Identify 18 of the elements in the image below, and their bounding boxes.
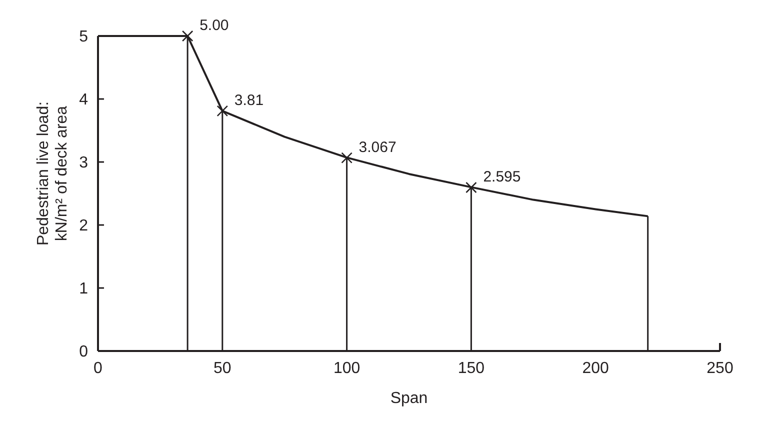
x-tick-label: 0 bbox=[94, 360, 103, 377]
x-axis-title: Span bbox=[390, 390, 428, 407]
x-tick-label: 250 bbox=[706, 360, 734, 377]
x-tick-label: 150 bbox=[458, 360, 485, 377]
x-tick-label: 100 bbox=[333, 360, 360, 377]
y-tick-label: 1 bbox=[79, 280, 88, 298]
y-tick-label: 3 bbox=[79, 154, 88, 172]
data-label: 3.067 bbox=[358, 138, 396, 156]
x-tick-label: 200 bbox=[582, 360, 610, 377]
data-label: 5.00 bbox=[200, 17, 229, 34]
y-tick-label: 5 bbox=[79, 28, 88, 46]
data-label: 3.81 bbox=[234, 92, 264, 109]
data-label: 2.595 bbox=[483, 168, 521, 186]
y-tick-label: 2 bbox=[79, 218, 88, 235]
x-tick-label: 50 bbox=[214, 360, 232, 377]
y-axis-title: Pedestrian live load: kN/m² of deck area bbox=[35, 101, 70, 246]
y-tick-label: 4 bbox=[79, 92, 88, 109]
y-tick-label: 0 bbox=[79, 344, 88, 361]
